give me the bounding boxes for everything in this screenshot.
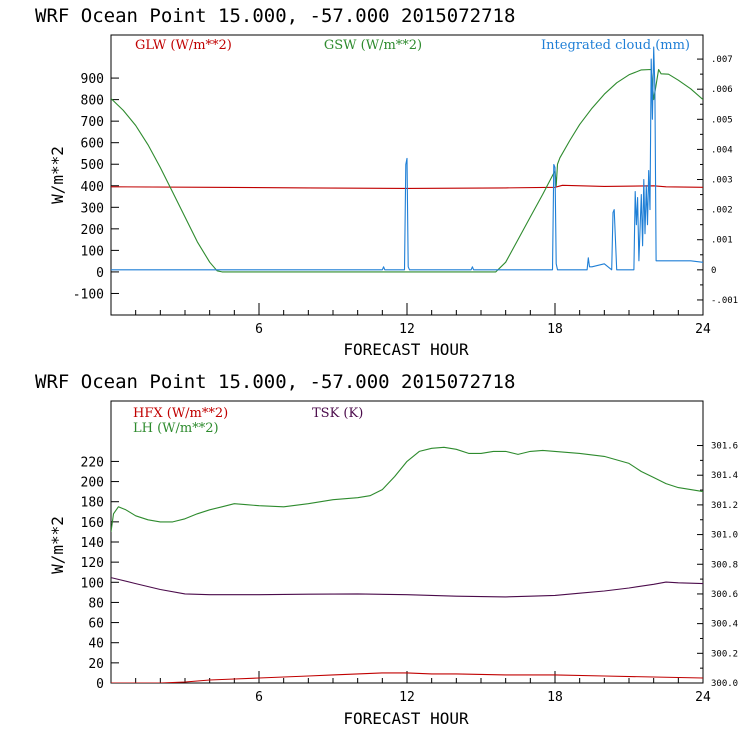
y-tick-label: 300: [81, 201, 104, 216]
y-axis-label: W/m**2: [48, 146, 67, 204]
y-tick-label: 500: [81, 158, 104, 173]
y2-tick-label: -.001: [711, 296, 738, 306]
y-tick-label: -100: [73, 287, 104, 302]
y-tick-label: 60: [88, 617, 104, 632]
x-tick-label: 24: [695, 690, 711, 705]
y-tick-label: 600: [81, 137, 104, 152]
y2-tick-label: 300.4: [711, 620, 738, 630]
y2-tick-label: 301.4: [711, 471, 738, 481]
chart-title: WRF Ocean Point 15.000, -57.000 20150727…: [35, 371, 515, 393]
y2-tick-label: .005: [711, 115, 733, 125]
x-tick-label: 6: [255, 690, 263, 705]
legend-entry: HFX (W/m**2): [133, 406, 228, 421]
chart-title: WRF Ocean Point 15.000, -57.000 20150727…: [35, 5, 515, 27]
y-tick-label: 220: [81, 455, 104, 470]
y-axis-label: W/m**2: [48, 516, 67, 574]
x-tick-label: 12: [399, 322, 415, 337]
y2-tick-label: .001: [711, 236, 733, 246]
y-tick-label: 0: [96, 266, 104, 281]
series-line-hfx: [111, 672, 703, 683]
y2-tick-label: .003: [711, 176, 733, 186]
y2-tick-label: 300.6: [711, 590, 738, 600]
y2-tick-label: 301.2: [711, 501, 738, 511]
series-line-integrated: [111, 46, 703, 271]
y-tick-label: 700: [81, 115, 104, 130]
y-tick-label: 0: [96, 677, 104, 692]
y2-tick-label: 301.6: [711, 442, 738, 452]
y-tick-label: 100: [81, 576, 104, 591]
x-tick-label: 18: [547, 690, 563, 705]
y-tick-label: 100: [81, 244, 104, 259]
legend-entry: Integrated cloud (mm): [541, 38, 690, 53]
y-tick-label: 20: [88, 657, 104, 672]
legend-entry: TSK (K): [312, 406, 363, 421]
y-tick-label: 800: [81, 94, 104, 109]
y-tick-label: 400: [81, 180, 104, 195]
y2-tick-label: .002: [711, 206, 733, 216]
y-tick-label: 180: [81, 496, 104, 511]
y-tick-label: 120: [81, 556, 104, 571]
y2-tick-label: 300.8: [711, 560, 738, 570]
y-tick-label: 40: [88, 637, 104, 652]
x-tick-label: 6: [255, 322, 263, 337]
x-axis-label: FORECAST HOUR: [343, 340, 469, 359]
y-tick-label: 200: [81, 476, 104, 491]
x-tick-label: 24: [695, 322, 711, 337]
y2-tick-label: .007: [711, 55, 733, 65]
y-tick-label: 160: [81, 516, 104, 531]
y2-tick-label: 0: [711, 266, 716, 276]
series-line-lh: [111, 446, 703, 532]
y-tick-label: 200: [81, 223, 104, 238]
legend-entry: GSW (W/m**2): [324, 38, 422, 53]
y-tick-label: 80: [88, 596, 104, 611]
plot-frame: [110, 400, 704, 684]
lower-panel: WRF Ocean Point 15.000, -57.000 20150727…: [35, 371, 738, 728]
x-tick-label: 12: [399, 690, 415, 705]
y2-tick-label: 301.0: [711, 531, 738, 541]
y-tick-label: 900: [81, 72, 104, 87]
legend-entry: LH (W/m**2): [133, 421, 219, 436]
y2-tick-label: 300.0: [711, 679, 738, 689]
y2-tick-label: 300.2: [711, 649, 738, 659]
x-tick-label: 18: [547, 322, 563, 337]
y-tick-label: 140: [81, 536, 104, 551]
series-line-tsk: [111, 577, 703, 598]
upper-panel: WRF Ocean Point 15.000, -57.000 20150727…: [35, 5, 738, 359]
y2-tick-label: .006: [711, 85, 733, 95]
x-axis-label: FORECAST HOUR: [343, 709, 469, 728]
legend-entry: GLW (W/m**2): [135, 38, 232, 53]
y2-tick-label: .004: [711, 145, 733, 155]
